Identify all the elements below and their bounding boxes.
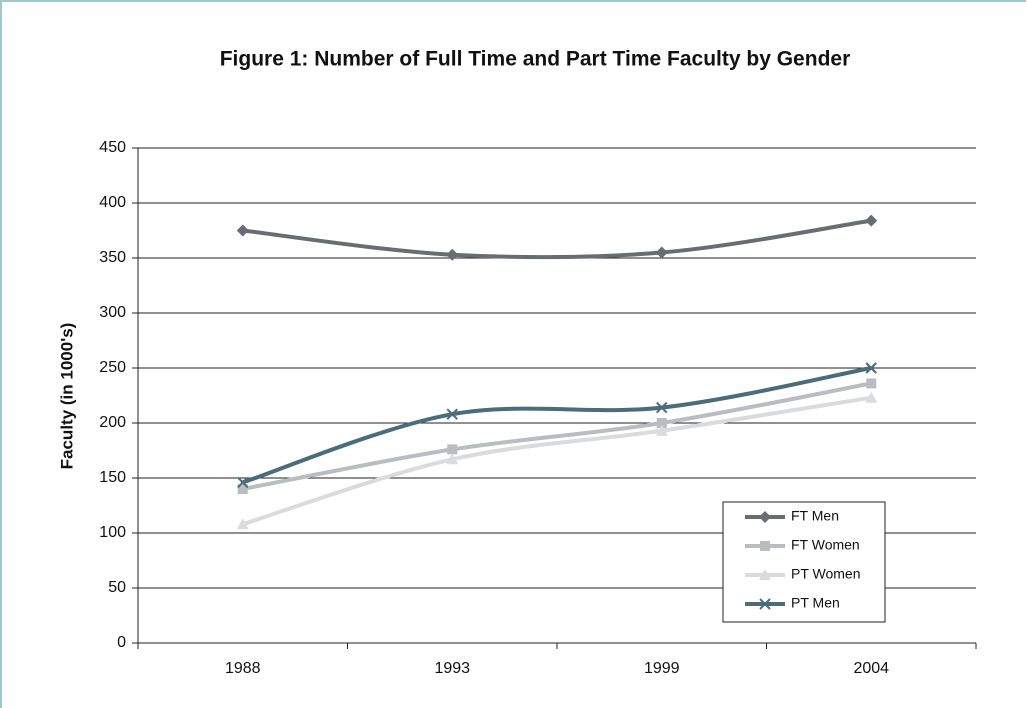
marker [446, 408, 458, 420]
legend-box [722, 501, 886, 623]
legend-label: FT Men [791, 508, 839, 524]
chart-title: Figure 1: Number of Full Time and Part T… [220, 48, 851, 71]
marker [760, 541, 770, 551]
marker [237, 484, 248, 494]
marker [237, 476, 249, 489]
line [242, 366, 872, 485]
marker [236, 518, 249, 530]
x-tick-label: 1999 [644, 660, 680, 677]
line [242, 381, 872, 491]
y-tick-label: 100 [99, 524, 126, 541]
y-tick-label: 0 [117, 634, 126, 651]
marker [865, 214, 878, 227]
x-tick-label: 1988 [225, 660, 261, 677]
marker [655, 246, 668, 259]
marker [446, 453, 459, 465]
legend-label: FT Women [791, 537, 860, 553]
x-tick-label: 1993 [434, 660, 470, 677]
y-tick-label: 200 [99, 414, 126, 431]
y-tick-label: 400 [99, 194, 126, 211]
marker [759, 511, 771, 523]
line [242, 395, 872, 527]
y-tick-label: 50 [108, 579, 126, 596]
legend-label: PT Women [791, 566, 861, 582]
y-tick-label: 450 [99, 139, 126, 156]
marker [655, 424, 668, 436]
marker [656, 418, 667, 428]
marker [759, 598, 771, 610]
marker [759, 569, 771, 580]
marker [446, 248, 459, 261]
marker [866, 378, 877, 389]
y-tick-label: 350 [99, 249, 126, 266]
x-tick-label: 2004 [853, 660, 889, 677]
line [242, 218, 872, 260]
marker [865, 362, 877, 374]
legend-label: PT Men [791, 595, 840, 611]
y-axis-label: Faculty (in 1000's) [57, 323, 76, 470]
y-tick-label: 150 [99, 469, 126, 486]
marker [865, 391, 878, 403]
marker [447, 444, 458, 455]
marker [236, 224, 249, 237]
y-tick-label: 250 [99, 359, 126, 376]
marker [656, 401, 668, 414]
y-tick-label: 300 [99, 304, 126, 321]
legend: FT Men FT Women PT Women PT Men [722, 501, 886, 623]
